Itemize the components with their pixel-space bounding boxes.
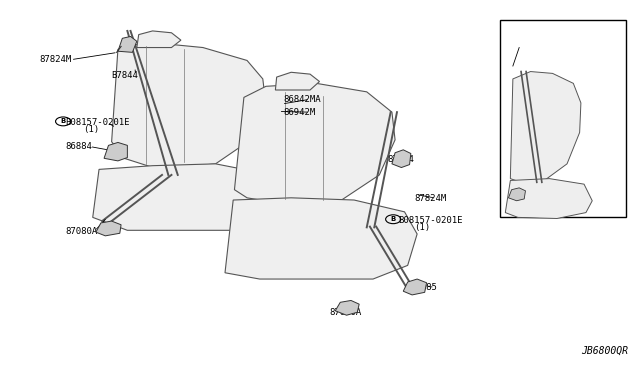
Polygon shape (225, 198, 417, 279)
Text: (1): (1) (83, 125, 99, 134)
Text: 87824M: 87824M (414, 194, 446, 203)
Text: 86942M: 86942M (283, 108, 316, 117)
Polygon shape (508, 188, 525, 201)
Polygon shape (506, 179, 592, 218)
Polygon shape (118, 36, 137, 52)
Polygon shape (93, 164, 285, 230)
Polygon shape (96, 221, 121, 236)
Polygon shape (335, 301, 359, 315)
Text: 86884: 86884 (66, 142, 93, 151)
Polygon shape (392, 150, 411, 167)
Text: 87844: 87844 (387, 154, 414, 164)
Polygon shape (275, 72, 319, 90)
Text: 87080A: 87080A (66, 227, 98, 235)
Text: 87824M: 87824M (39, 55, 72, 64)
Polygon shape (111, 42, 266, 169)
Bar (500, 20, 627, 217)
Polygon shape (234, 83, 395, 204)
Text: 87080A: 87080A (329, 308, 361, 317)
Text: 86885: 86885 (411, 283, 438, 292)
Text: B: B (61, 118, 66, 124)
Text: JB6800QR: JB6800QR (581, 345, 628, 355)
Text: (BELT EXTENDER): (BELT EXTENDER) (519, 48, 594, 57)
Text: B08157-0201E: B08157-0201E (66, 118, 130, 127)
Polygon shape (403, 279, 427, 295)
Polygon shape (104, 142, 127, 161)
Text: 86842MA: 86842MA (283, 95, 321, 104)
Text: B: B (390, 216, 396, 222)
Polygon shape (510, 71, 581, 183)
Text: B08157-0201E: B08157-0201E (398, 216, 463, 225)
Text: (1): (1) (414, 223, 430, 232)
Polygon shape (137, 31, 181, 48)
Text: 86848P: 86848P (519, 41, 549, 49)
Text: B7844: B7844 (111, 71, 138, 80)
